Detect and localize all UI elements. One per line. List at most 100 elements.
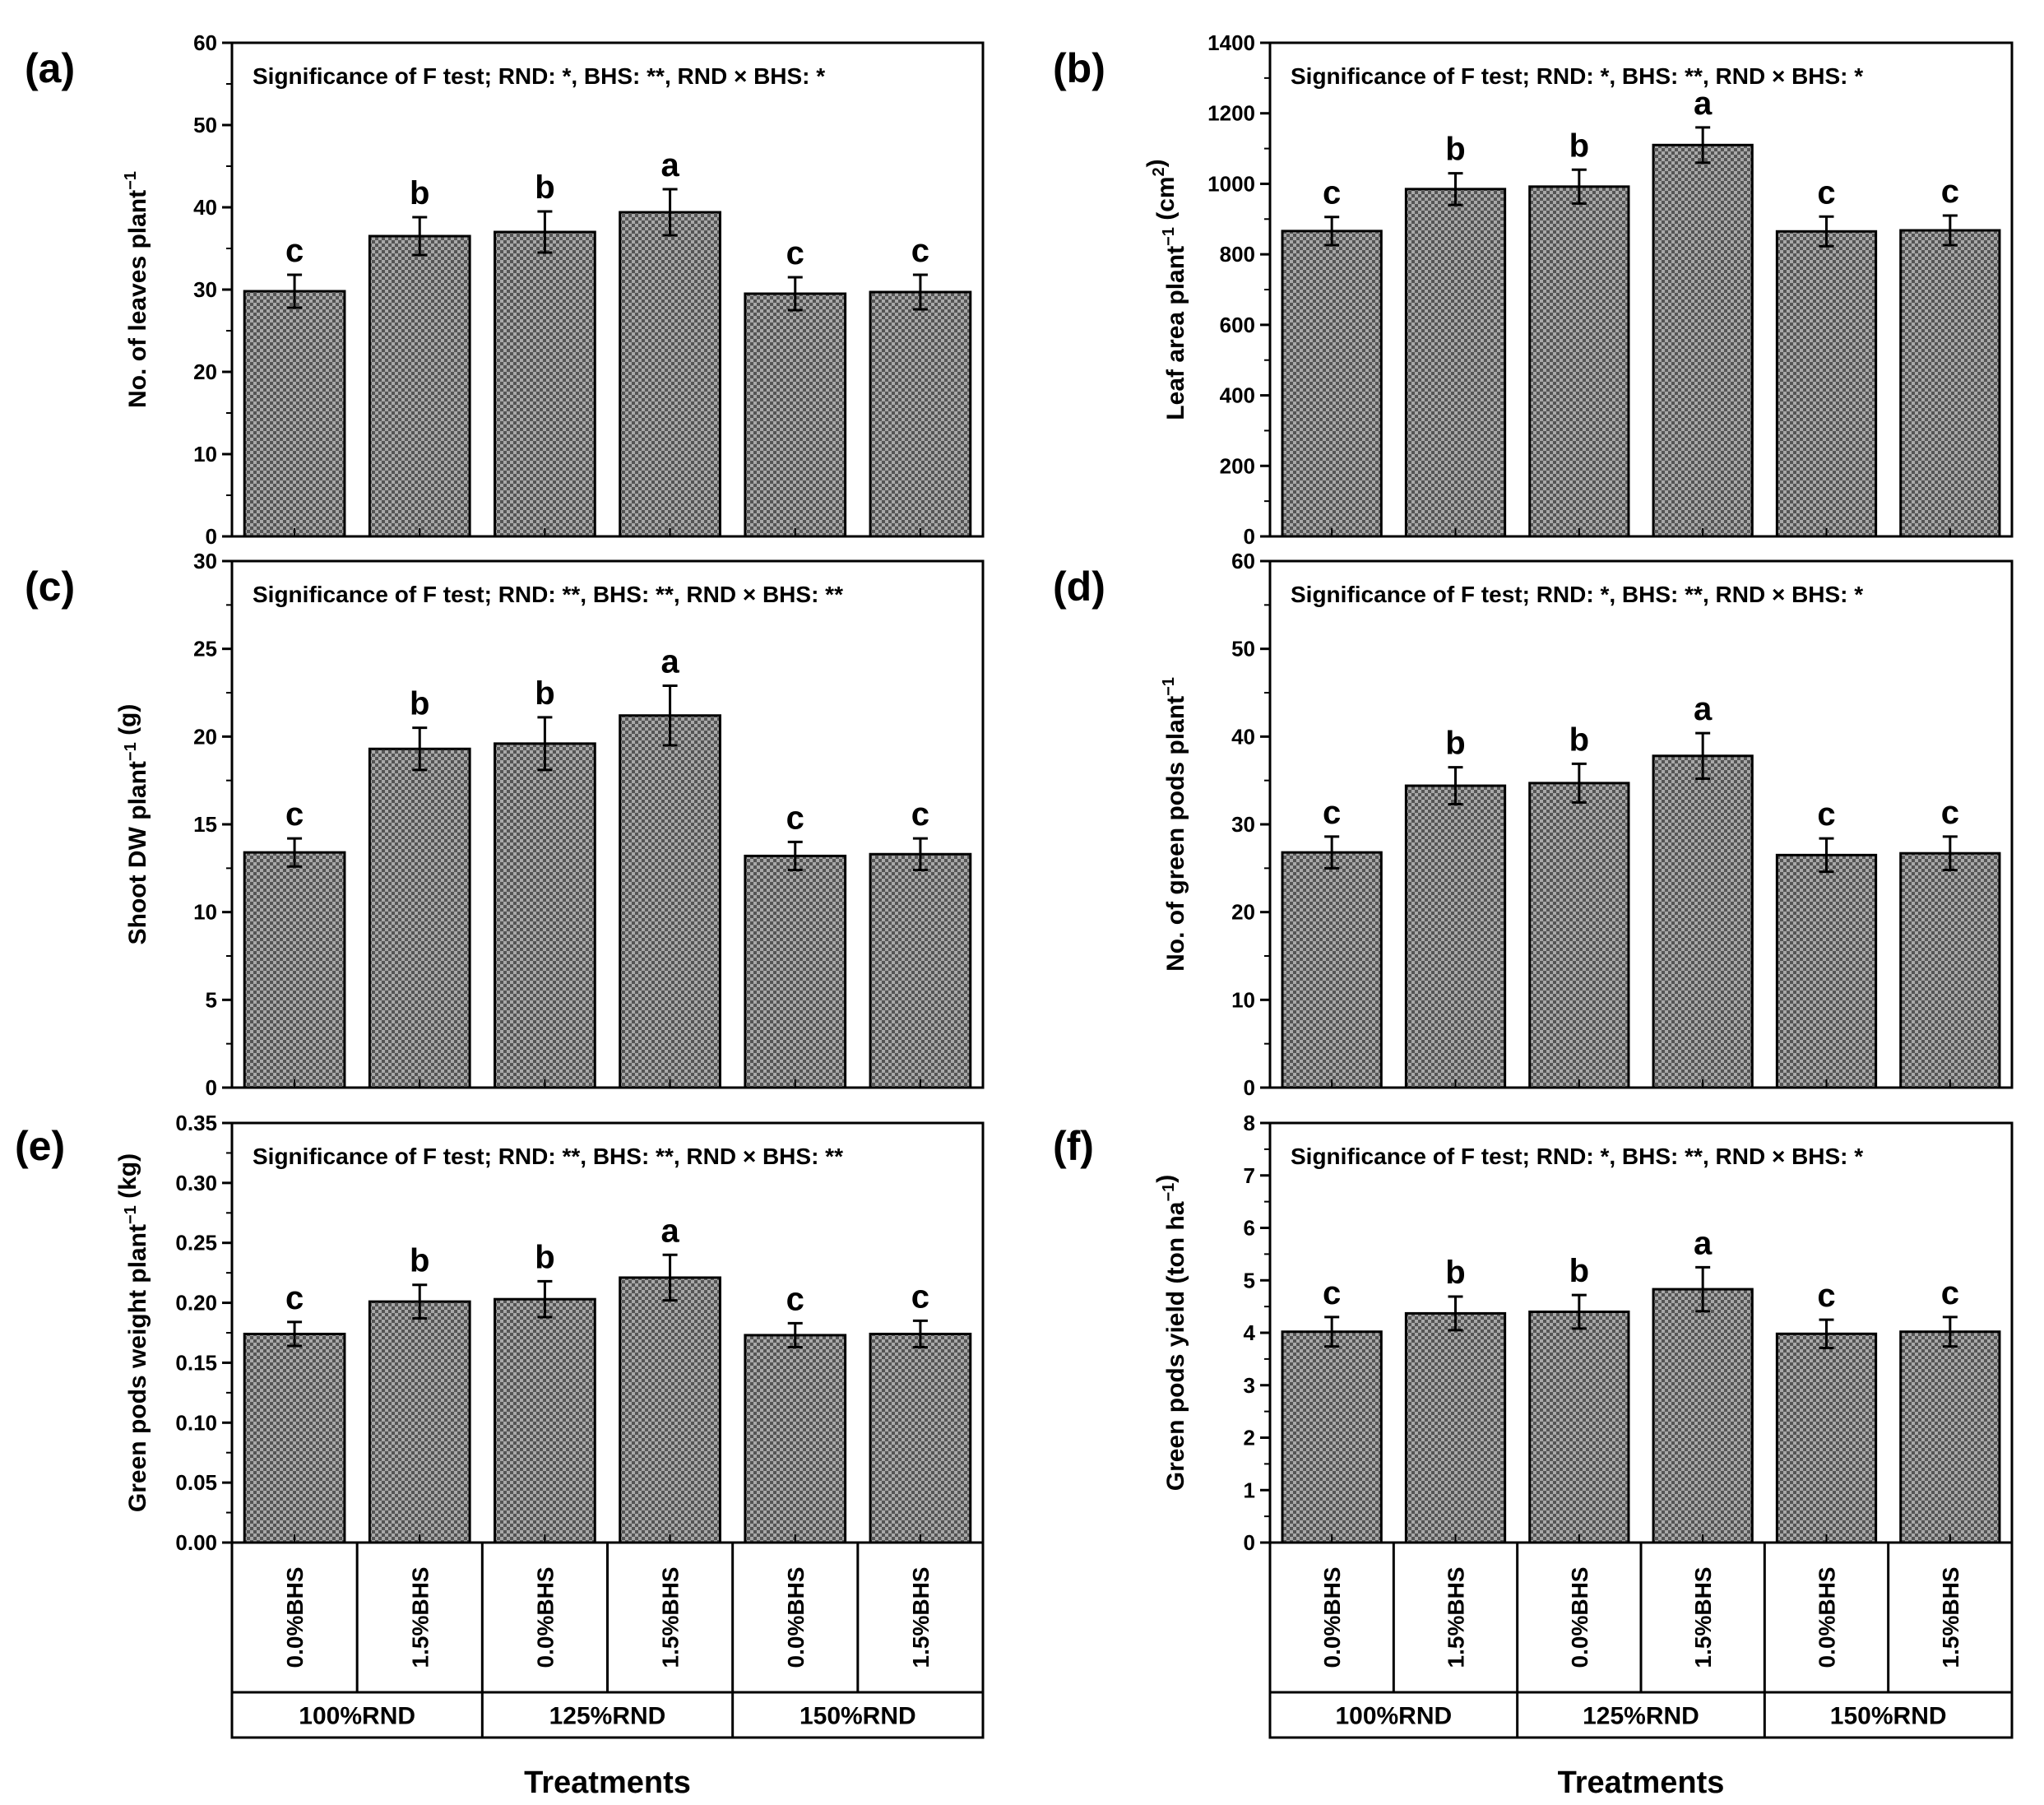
y-tick-label: 200 [1220, 453, 1255, 478]
significance-letter: c [786, 235, 804, 271]
bar [619, 211, 721, 538]
significance-letter: b [1445, 1255, 1465, 1291]
y-tick-label: 0.30 [175, 1171, 217, 1195]
x-axis-label: Treatments [1558, 1766, 1725, 1800]
significance-annotation: Significance of F test; RND: **, BHS: **… [253, 582, 843, 607]
significance-letter: c [911, 1278, 929, 1315]
y-tick-label: 7 [1244, 1163, 1255, 1188]
significance-letter: b [1445, 726, 1465, 762]
bar [1528, 185, 1630, 538]
significance-annotation: Significance of F test; RND: *, BHS: **,… [1291, 1144, 1863, 1169]
bar [1775, 230, 1878, 538]
y-tick-label: 0.00 [175, 1530, 217, 1555]
chart-panel-c: (c) c b b a c c 0 5 10 15 20 25 30 Significance of F t… [25, 549, 985, 1100]
y-tick-label: 10 [1231, 987, 1255, 1012]
significance-letter: c [285, 796, 304, 833]
bar [869, 852, 972, 1089]
panel-label: (c) [25, 564, 75, 610]
y-tick-label: 1 [1244, 1478, 1255, 1502]
bar [368, 1300, 471, 1544]
bar [1281, 230, 1383, 538]
bar [494, 742, 596, 1089]
significance-letter: b [410, 686, 429, 722]
significance-letter: b [535, 1239, 554, 1275]
significance-letter: c [1323, 1275, 1341, 1311]
significance-letter: c [1323, 175, 1341, 211]
significance-letter: c [285, 1280, 304, 1316]
significance-letter: c [285, 233, 304, 269]
bar [869, 1332, 972, 1544]
y-tick-label: 15 [193, 812, 217, 837]
significance-letter: c [786, 800, 804, 836]
y-tick-label: 0 [1244, 1530, 1255, 1555]
panel-label: (a) [25, 45, 75, 91]
significance-letter: c [1323, 795, 1341, 831]
significance-letter: c [1817, 1278, 1835, 1314]
bar [1899, 1330, 2001, 1544]
y-tick-label: 60 [1231, 549, 1255, 573]
y-tick-label: 1400 [1207, 30, 1255, 55]
y-tick-label: 0 [206, 524, 217, 549]
y-tick-label: 10 [193, 900, 217, 925]
y-axis-label: Green pods yield (ton ha−1) [1152, 1175, 1189, 1492]
y-axis-label: No. of green pods plant−1 [1160, 677, 1189, 972]
bar [619, 1276, 721, 1544]
category-label: 0.0%BHS [282, 1567, 308, 1668]
group-label: 150%RND [800, 1703, 916, 1730]
y-axis-label: Leaf area plant−1 (cm2) [1143, 159, 1189, 420]
significance-letter: a [660, 147, 679, 183]
bar [1652, 754, 1754, 1089]
y-tick-label: 0.20 [175, 1291, 217, 1315]
significance-letter: a [1694, 691, 1713, 727]
y-axis-label: No. of leaves plant−1 [122, 171, 151, 408]
bar [368, 747, 471, 1089]
y-tick-label: 1000 [1207, 171, 1255, 196]
chart-panel-e: (e) c b b a c c 0.00 0.05 0.10 0.15 0.20 0.25 0.30 0.3… [15, 1111, 985, 1800]
bar [869, 290, 972, 538]
significance-letter: b [1569, 1253, 1589, 1289]
bar [1404, 1311, 1507, 1544]
y-tick-label: 0.35 [175, 1111, 217, 1135]
panel-label: (e) [15, 1123, 65, 1169]
bar [1899, 229, 2001, 538]
significance-annotation: Significance of F test; RND: *, BHS: **,… [253, 63, 825, 89]
significance-letter: c [1941, 174, 1959, 210]
y-axis-label: Shoot DW plant−1 (g) [114, 704, 151, 945]
group-label: 125%RND [549, 1703, 666, 1730]
category-label: 0.0%BHS [1567, 1567, 1592, 1668]
bar [243, 290, 346, 538]
significance-letter: b [1569, 722, 1589, 758]
category-label: 1.5%BHS [407, 1567, 433, 1668]
y-axis-label: Green pods weight plant−1 (kg) [114, 1153, 151, 1512]
y-tick-label: 50 [1231, 637, 1255, 661]
significance-letter: b [535, 675, 554, 712]
y-tick-label: 800 [1220, 242, 1255, 267]
bar [1528, 1311, 1630, 1544]
category-label: 1.5%BHS [908, 1567, 934, 1668]
y-tick-label: 4 [1244, 1320, 1256, 1345]
chart-panel-a: (a) c b b a c c 0 10 20 30 40 50 60 Significance of F … [25, 30, 985, 549]
y-tick-label: 30 [193, 277, 217, 302]
group-label: 100%RND [299, 1703, 415, 1730]
y-tick-label: 0.05 [175, 1470, 217, 1495]
group-label: 125%RND [1583, 1703, 1699, 1730]
y-tick-label: 8 [1244, 1111, 1255, 1135]
significance-letter: b [410, 1243, 429, 1279]
significance-letter: a [660, 1213, 679, 1249]
y-tick-label: 0 [1244, 1075, 1255, 1100]
bar [1281, 1330, 1383, 1544]
y-tick-label: 6 [1244, 1216, 1255, 1241]
bar [1281, 851, 1383, 1089]
y-tick-label: 60 [193, 30, 217, 55]
bar [494, 1297, 596, 1544]
y-tick-label: 0.10 [175, 1410, 217, 1435]
significance-annotation: Significance of F test; RND: *, BHS: **,… [1291, 63, 1863, 89]
category-label: 0.0%BHS [1815, 1567, 1840, 1668]
significance-letter: c [1941, 1275, 1959, 1311]
y-tick-label: 0 [206, 1075, 217, 1100]
group-label: 150%RND [1830, 1703, 1947, 1730]
significance-letter: c [1817, 796, 1835, 833]
y-tick-label: 5 [1244, 1268, 1255, 1292]
category-label: 1.5%BHS [1938, 1567, 1963, 1668]
